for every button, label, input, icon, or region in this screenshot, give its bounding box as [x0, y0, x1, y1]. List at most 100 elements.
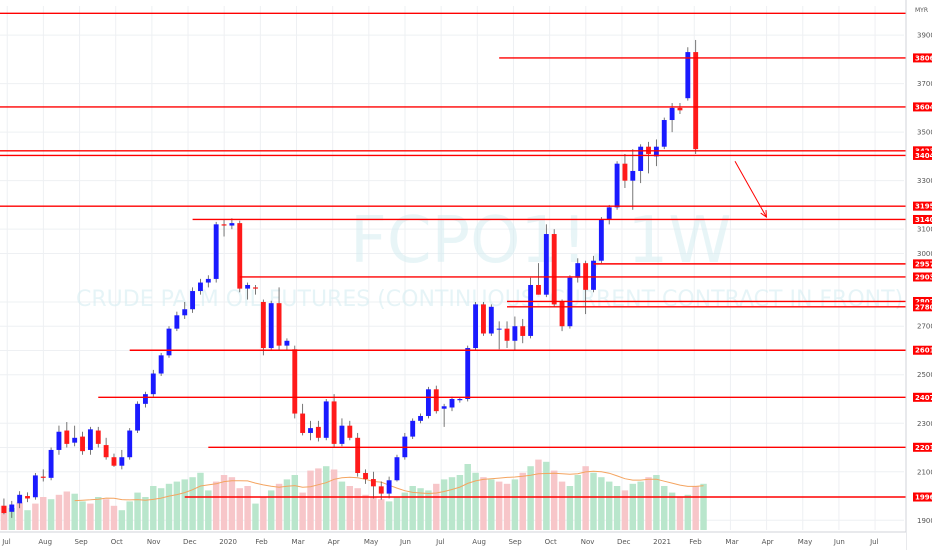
- volume-bar: [590, 472, 597, 530]
- candle-body-down: [103, 445, 109, 458]
- candle-body-up: [9, 504, 15, 512]
- price-tick-label: 3300: [917, 177, 932, 185]
- candle-body-up: [425, 389, 431, 416]
- candle-body-up: [591, 260, 596, 290]
- volume-bar: [236, 488, 243, 530]
- price-level-badge-label: 2780: [915, 303, 932, 311]
- price-level-badge-label: 3195: [915, 203, 932, 211]
- candle-body-up: [174, 315, 180, 329]
- candle-body-up: [386, 480, 392, 494]
- candle-body-up: [87, 429, 93, 450]
- volume-bar: [8, 508, 16, 530]
- price-level-badge-label: 2957: [915, 260, 932, 268]
- candle-body-down: [237, 223, 243, 289]
- volume-bar: [102, 499, 110, 530]
- candle-body-up: [669, 107, 675, 121]
- price-tick-label: 3100: [917, 226, 932, 234]
- volume-bar: [448, 477, 456, 530]
- volume-bar: [440, 479, 448, 530]
- price-tick-label: 3000: [917, 250, 932, 258]
- volume-bar: [291, 475, 299, 530]
- time-tick-label: Jun: [833, 538, 845, 546]
- volume-bar: [134, 492, 141, 530]
- volume-bar: [527, 466, 534, 530]
- volume-bar: [566, 486, 574, 530]
- volume-bar: [676, 497, 684, 530]
- price-level-badge: [913, 272, 932, 282]
- time-tick-label: Apr: [328, 538, 340, 546]
- volume-bar: [71, 493, 78, 530]
- volume-bar: [378, 499, 385, 530]
- volume-bar: [558, 481, 566, 530]
- candles: [1, 39, 699, 518]
- volume-bar: [118, 510, 126, 530]
- candle-body-down: [40, 476, 46, 478]
- candle-body-up: [598, 219, 604, 261]
- candle-body-up: [543, 234, 549, 295]
- price-level-badge-label: 2903: [915, 273, 932, 281]
- candle-body-down: [363, 472, 368, 480]
- volume-bar: [472, 472, 479, 530]
- volume-bar: [260, 497, 267, 530]
- price-tick-label: 3500: [917, 129, 932, 137]
- price-axis[interactable]: 1900210022002300250026002700280030003100…: [905, 0, 932, 550]
- volume-bar: [425, 490, 432, 530]
- volume-bar: [598, 477, 605, 530]
- price-tick-label: 2500: [917, 371, 932, 379]
- volume-bar: [503, 483, 511, 530]
- time-axis[interactable]: Jul Aug Sep Oct Nov Dec 2020 Feb Mar Apr May Jun Jul…: [0, 531, 906, 550]
- time-tick-label: Jun: [399, 538, 411, 546]
- candle-body-up: [150, 373, 156, 395]
- volume-bar: [511, 479, 519, 530]
- time-tick-label: 2020: [219, 538, 237, 546]
- volume-bar: [323, 466, 330, 530]
- price-level-badge: [913, 214, 932, 224]
- volume-bar: [661, 486, 668, 530]
- volume-bar: [543, 461, 550, 530]
- price-level-badge-label: 3404: [915, 152, 932, 160]
- time-tick-label: Jul: [1, 538, 11, 546]
- volume-bar: [126, 501, 133, 530]
- price-level-badge-label: 2601: [915, 347, 932, 355]
- candle-body-up: [457, 399, 463, 401]
- candle-body-down: [1, 505, 7, 514]
- candle-body-up: [528, 284, 534, 336]
- time-tick-label: Mar: [292, 538, 305, 546]
- candle-body-down: [433, 389, 439, 412]
- price-level-badge: [913, 442, 932, 452]
- price-level-badge: [913, 146, 932, 156]
- candle-body-up: [213, 224, 219, 279]
- candle-body-down: [378, 486, 384, 494]
- candle-body-up: [17, 494, 23, 504]
- volume-bar: [653, 475, 660, 530]
- candle-body-down: [80, 436, 85, 452]
- volume-bar: [535, 459, 542, 530]
- volume-bar: [700, 483, 707, 530]
- candle-body-up: [512, 326, 518, 341]
- candle-body-down: [315, 426, 321, 438]
- candle-body-down: [481, 304, 486, 334]
- volume-bar: [495, 481, 503, 530]
- price-tick-label: 2700: [917, 323, 932, 331]
- time-tick-label: Mar: [725, 538, 738, 546]
- volume-bar: [354, 488, 361, 530]
- volume-bar: [275, 483, 283, 530]
- time-tick-label: Dec: [617, 538, 631, 546]
- price-tick-label: 1900: [917, 517, 932, 525]
- volume-bar: [645, 477, 652, 530]
- volume-bar: [370, 497, 377, 530]
- candle-body-down: [95, 430, 101, 444]
- volume-bar: [684, 494, 692, 530]
- price-tick-label: 3900: [917, 32, 932, 40]
- price-level-badge: [913, 150, 932, 160]
- candle-body-up: [661, 120, 667, 147]
- volume-bar: [267, 490, 275, 530]
- price-tick-label: 2100: [917, 468, 932, 476]
- candle-body-down: [520, 326, 526, 336]
- candle-body-down: [504, 328, 510, 341]
- time-tick-label: Apr: [762, 538, 774, 546]
- volume-bar: [519, 472, 526, 530]
- volume-bar: [32, 503, 39, 530]
